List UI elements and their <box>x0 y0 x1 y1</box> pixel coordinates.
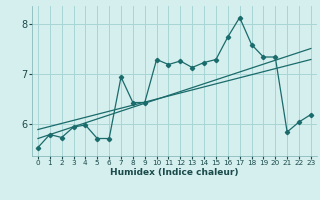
X-axis label: Humidex (Indice chaleur): Humidex (Indice chaleur) <box>110 168 239 177</box>
